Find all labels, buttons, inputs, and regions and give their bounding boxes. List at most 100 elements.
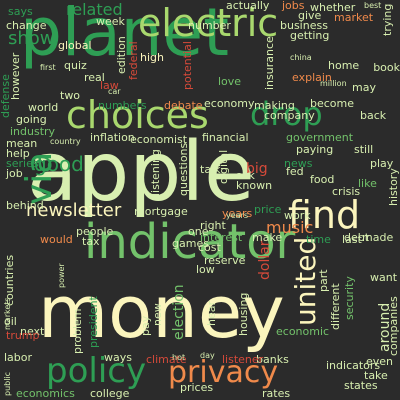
cloud-word: book xyxy=(373,61,400,74)
cloud-word: play xyxy=(370,157,394,170)
cloud-word: industry xyxy=(10,125,56,138)
cloud-word: change xyxy=(6,19,47,32)
cloud-word: pay xyxy=(139,315,152,336)
cloud-word: insurance xyxy=(263,36,276,90)
cloud-word: million xyxy=(320,79,347,88)
cloud-word: take xyxy=(364,369,388,382)
cloud-word: world xyxy=(28,101,59,114)
cloud-word: number xyxy=(188,19,231,32)
cloud-word: work xyxy=(284,209,311,222)
cloud-word: day xyxy=(200,351,215,360)
cloud-word: hear xyxy=(205,300,218,326)
cloud-word: states xyxy=(344,379,378,392)
cloud-word: debate xyxy=(164,99,203,112)
cloud-word: may xyxy=(352,81,376,94)
cloud-word: years xyxy=(226,211,249,220)
cloud-word: time xyxy=(306,233,331,246)
cloud-word: numbers xyxy=(98,99,147,112)
cloud-word: home xyxy=(328,59,360,72)
cloud-word: labor xyxy=(4,351,33,364)
cloud-word: ways xyxy=(104,351,132,364)
cloud-word: economy xyxy=(204,97,255,110)
cloud-word: hot xyxy=(172,353,186,362)
cloud-word: trump xyxy=(6,329,40,342)
cloud-word: law xyxy=(100,79,119,92)
cloud-word: quiz xyxy=(64,59,87,72)
cloud-word: real xyxy=(84,71,105,84)
cloud-word: indicator xyxy=(84,214,296,270)
cloud-word: games xyxy=(172,237,209,250)
cloud-word: jobs xyxy=(282,0,305,12)
cloud-word: global xyxy=(58,39,92,52)
cloud-word: music xyxy=(266,218,314,237)
cloud-word: still xyxy=(354,143,374,156)
cloud-word: people xyxy=(76,225,114,238)
cloud-word: economic xyxy=(276,325,330,338)
cloud-word: interest xyxy=(200,231,243,244)
cloud-word: indicators xyxy=(326,359,381,372)
cloud-word: debt xyxy=(344,231,370,244)
cloud-word: questions xyxy=(177,142,190,196)
cloud-word: privacy xyxy=(168,355,279,390)
cloud-word: low xyxy=(196,263,215,276)
cloud-word: big xyxy=(246,161,268,177)
cloud-word: love xyxy=(218,75,242,88)
cloud-word: part xyxy=(317,269,330,292)
cloud-word: ask xyxy=(236,169,255,182)
cloud-word: one xyxy=(188,225,209,238)
cloud-word: different xyxy=(329,283,342,330)
cloud-word: inflation xyxy=(90,131,135,144)
cloud-word: public xyxy=(3,371,12,396)
cloud-word: economist xyxy=(130,133,188,146)
cloud-word: president xyxy=(87,296,100,348)
cloud-word: make xyxy=(252,231,283,244)
cloud-word: electric xyxy=(138,1,279,45)
cloud-word: like xyxy=(358,177,377,190)
cloud-word: government xyxy=(286,131,354,144)
cloud-word: college xyxy=(90,387,130,400)
cloud-word: edition xyxy=(115,36,128,74)
cloud-word: paying xyxy=(296,143,334,156)
cloud-word: news xyxy=(284,157,313,170)
cloud-word: crisis xyxy=(332,185,361,198)
cloud-word: even xyxy=(366,355,394,368)
cloud-word: power xyxy=(57,263,66,288)
cloud-word: reserve xyxy=(204,254,246,267)
cloud-word: prices xyxy=(180,381,214,394)
cloud-word: food xyxy=(310,173,335,186)
cloud-word: talk xyxy=(200,163,221,176)
cloud-word: listening xyxy=(149,149,162,196)
cloud-word: mortgage xyxy=(134,205,188,218)
cloud-word: good xyxy=(34,152,84,176)
cloud-word: trying xyxy=(381,3,394,36)
cloud-word: market xyxy=(334,11,374,24)
cloud-word: financial xyxy=(202,131,249,144)
cloud-word: country xyxy=(50,137,81,146)
cloud-word: says xyxy=(8,5,33,18)
cloud-word: oil xyxy=(4,315,17,328)
cloud-word: years xyxy=(222,207,253,220)
cloud-word: housing xyxy=(237,292,250,336)
cloud-word: week xyxy=(96,15,125,28)
cloud-word: first xyxy=(40,63,56,72)
cloud-word: best xyxy=(364,1,382,10)
cloud-word: tax xyxy=(82,235,100,248)
cloud-word: history xyxy=(387,168,400,206)
cloud-word: digital xyxy=(217,149,230,184)
cloud-word: dollar xyxy=(257,240,273,280)
cloud-word: apple xyxy=(27,125,255,220)
cloud-word: last xyxy=(342,233,362,246)
cloud-word: right xyxy=(200,219,226,232)
cloud-word: banks xyxy=(256,353,289,366)
cloud-word: going xyxy=(16,113,47,126)
cloud-word: climate xyxy=(146,353,187,366)
cloud-word: help xyxy=(6,147,30,160)
cloud-word: explain xyxy=(292,71,332,84)
cloud-word: markets xyxy=(3,297,12,330)
cloud-word: money xyxy=(38,270,285,354)
cloud-word: two xyxy=(60,89,81,102)
cloud-word: whether xyxy=(310,1,356,14)
cloud-word: rates xyxy=(262,387,291,400)
cloud-word: potential xyxy=(181,41,194,90)
